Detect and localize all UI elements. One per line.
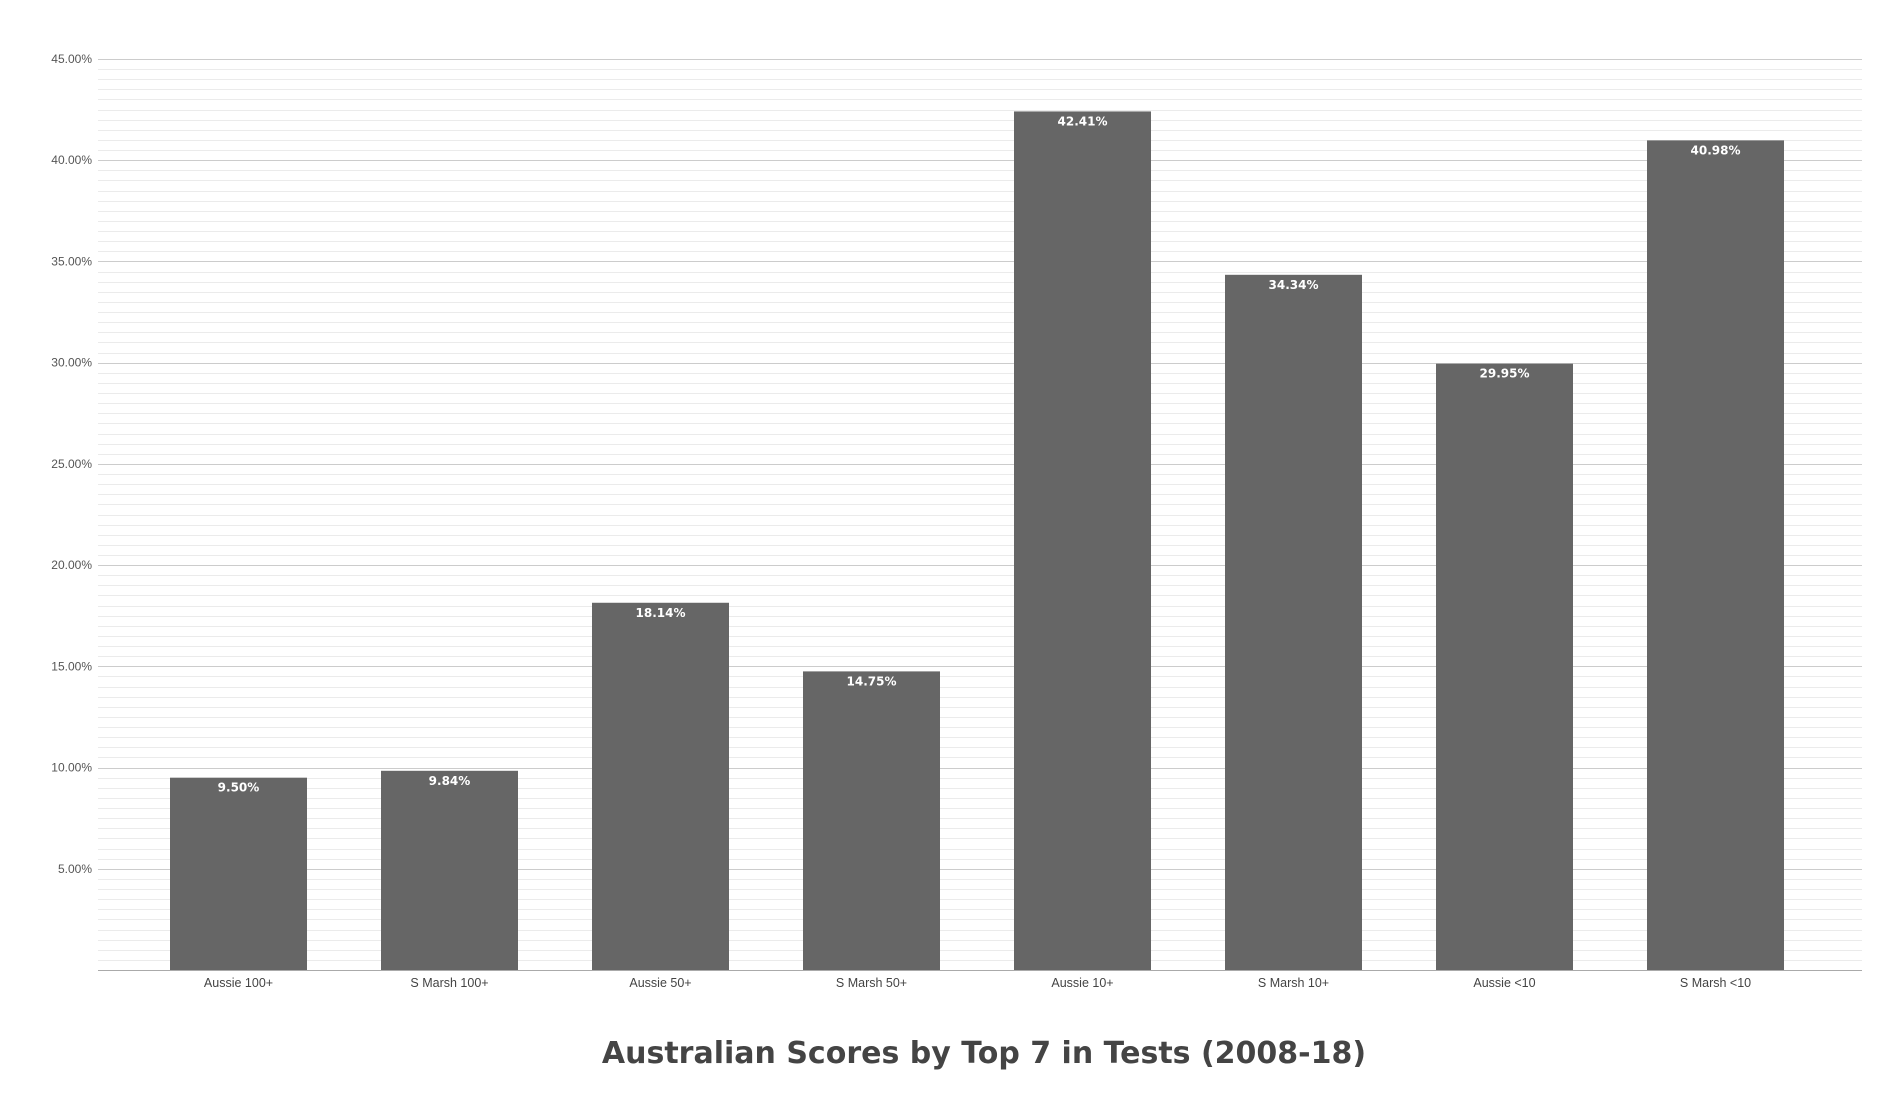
- x-category-label: S Marsh 50+: [836, 976, 907, 990]
- x-category-label: Aussie 10+: [1051, 976, 1113, 990]
- bar: [1225, 274, 1362, 970]
- bar: [803, 671, 940, 970]
- y-tick-label: 5.00%: [58, 862, 92, 876]
- y-tick-label: 20.00%: [51, 558, 92, 572]
- bars: [170, 111, 1784, 971]
- x-category-label: S Marsh <10: [1680, 976, 1751, 990]
- y-axis-tick-labels: 5.00% 10.00% 15.00% 20.00% 25.00% 30.00% 35.00…: [51, 52, 92, 876]
- bar-data-label: 9.50%: [218, 781, 260, 795]
- bar-data-label: 9.84%: [429, 774, 471, 788]
- x-category-label: Aussie 100+: [204, 976, 273, 990]
- bar: [170, 777, 307, 970]
- bar: [1014, 111, 1151, 971]
- bar-data-label: 42.41%: [1058, 114, 1108, 128]
- y-tick-label: 40.00%: [51, 153, 92, 167]
- grid-lines: [98, 59, 1862, 961]
- bar-data-label: 40.98%: [1691, 143, 1741, 157]
- y-tick-label: 35.00%: [51, 254, 92, 268]
- bar: [592, 602, 729, 970]
- y-tick-label: 10.00%: [51, 761, 92, 775]
- y-tick-label: 45.00%: [51, 52, 92, 66]
- x-axis-category-labels: Aussie 100+ S Marsh 100+ Aussie 50+ S Marsh…: [204, 976, 1751, 990]
- chart-title: Australian Scores by Top 7 in Tests (200…: [602, 1036, 1366, 1071]
- bar-data-label: 14.75%: [847, 674, 897, 688]
- bar: [1647, 140, 1784, 970]
- bar: [1436, 363, 1573, 970]
- bar-data-label: 18.14%: [636, 606, 686, 620]
- x-category-label: S Marsh 10+: [1258, 976, 1329, 990]
- y-tick-label: 25.00%: [51, 457, 92, 471]
- x-category-label: S Marsh 100+: [410, 976, 488, 990]
- y-tick-label: 30.00%: [51, 356, 92, 370]
- x-category-label: Aussie 50+: [629, 976, 691, 990]
- bar-data-label: 29.95%: [1480, 367, 1530, 381]
- bar: [381, 770, 518, 970]
- bar-data-label: 34.34%: [1269, 278, 1319, 292]
- data-labels: 9.50% 9.84% 18.14% 14.75% 42.41% 34.34% 29.95%…: [218, 114, 1741, 794]
- y-tick-label: 15.00%: [51, 659, 92, 673]
- x-category-label: Aussie <10: [1473, 976, 1535, 990]
